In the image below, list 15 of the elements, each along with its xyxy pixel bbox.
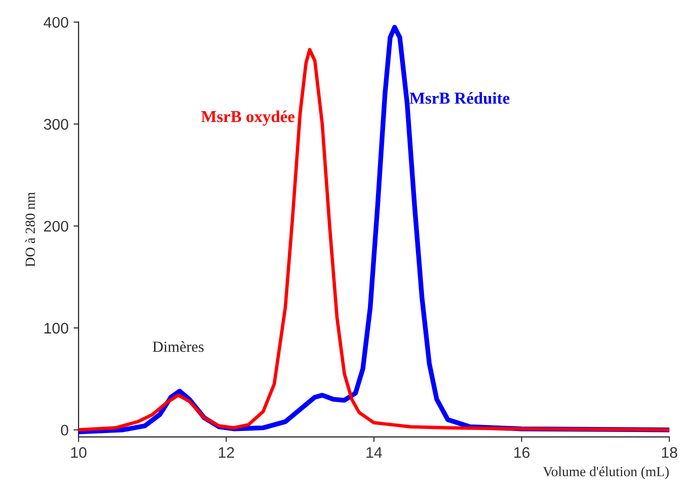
y-tick-label: 300 <box>44 118 68 130</box>
x-tick-label: 14 <box>366 447 382 458</box>
series-label: MsrB Réduite <box>410 92 510 104</box>
y-tick-label: 0 <box>60 424 68 436</box>
x-tick-label: 18 <box>662 447 678 458</box>
y-tick-label: 200 <box>44 220 68 232</box>
y-tick-label: 100 <box>44 322 68 334</box>
annotation: Dimères <box>152 341 204 352</box>
y-axis-title: DO à 280 nm <box>25 192 35 267</box>
x-tick-label: 10 <box>71 447 86 458</box>
x-tick-label: 12 <box>218 447 234 458</box>
series-label: MsrB oxydée <box>201 110 294 126</box>
y-tick-label: 400 <box>44 16 68 28</box>
x-axis-title: Volume d'élution (mL) <box>543 466 669 480</box>
x-tick-label: 16 <box>514 447 530 458</box>
